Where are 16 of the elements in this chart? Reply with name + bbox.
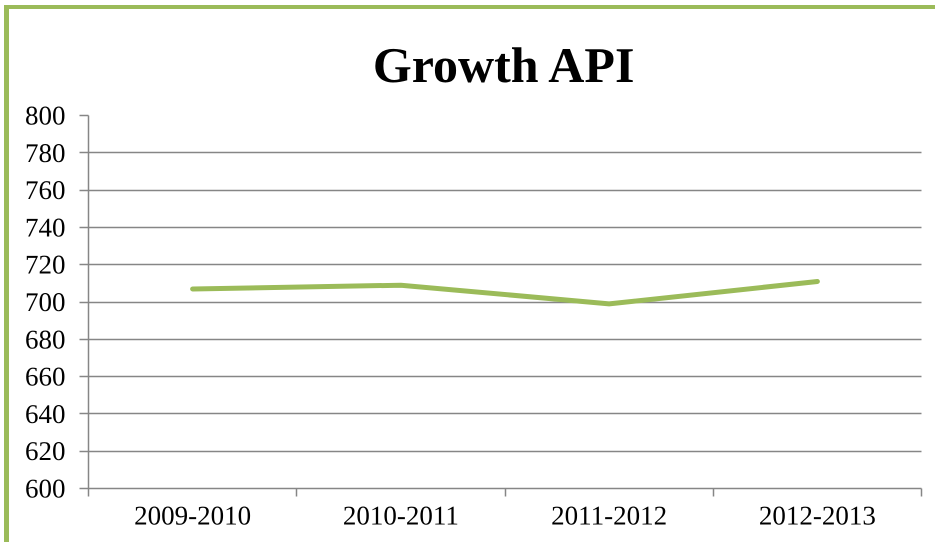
chart-title: Growth API bbox=[372, 37, 634, 93]
y-tick-label: 740 bbox=[25, 212, 66, 242]
y-tick-label: 600 bbox=[25, 474, 66, 504]
y-tick-label: 640 bbox=[25, 398, 66, 429]
x-tick-label: 2010-2011 bbox=[342, 500, 459, 530]
y-tick-label: 720 bbox=[25, 250, 66, 280]
y-tick-label: 780 bbox=[25, 138, 66, 168]
y-tick-label: 660 bbox=[25, 362, 66, 392]
y-tick-label: 700 bbox=[25, 287, 66, 317]
y-tick-label: 800 bbox=[25, 100, 66, 130]
y-tick-label: 760 bbox=[25, 175, 66, 206]
x-tick-label: 2009-2010 bbox=[134, 500, 252, 530]
y-tick-label: 680 bbox=[25, 324, 66, 354]
y-tick-label: 620 bbox=[25, 436, 66, 466]
x-tick-label: 2012-2013 bbox=[758, 500, 876, 530]
x-tick-label: 2011-2012 bbox=[551, 500, 668, 530]
